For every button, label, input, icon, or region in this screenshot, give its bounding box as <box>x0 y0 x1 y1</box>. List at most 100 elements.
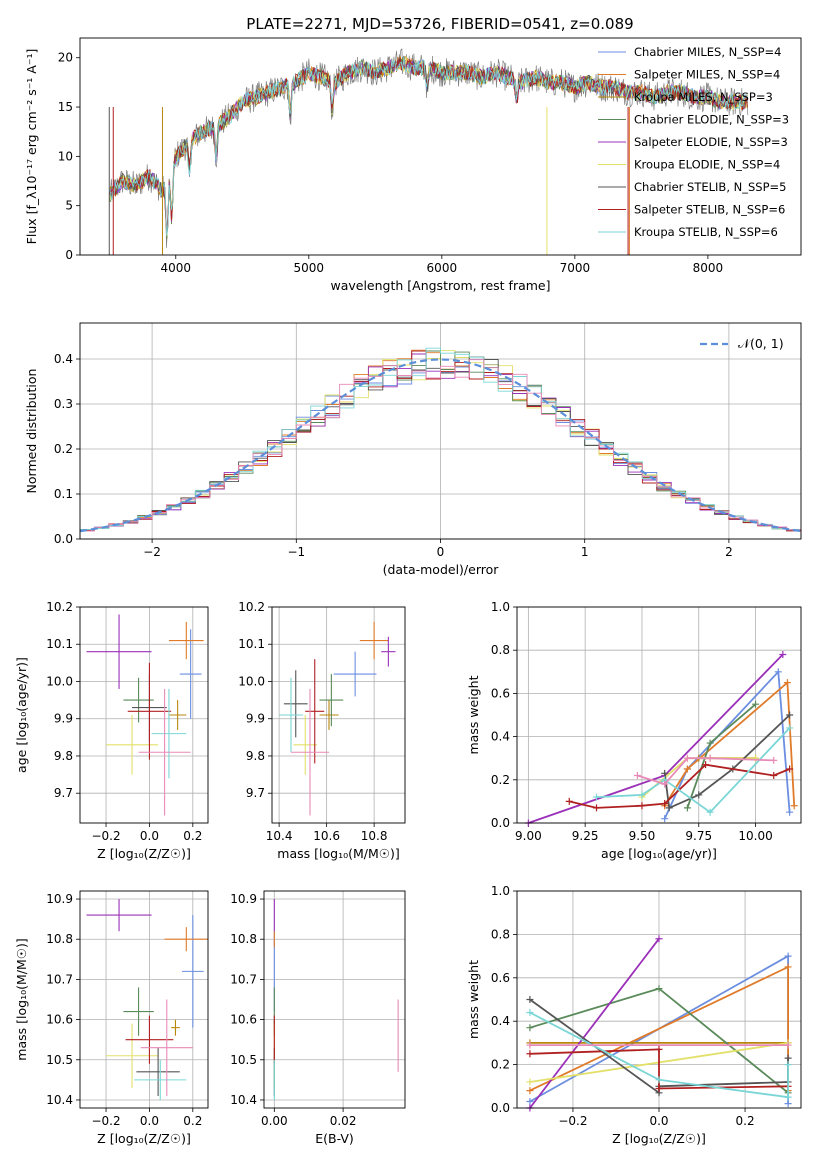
y-tick-label: 0.0 <box>491 1101 510 1115</box>
errorbar-kroupa-miles <box>168 700 187 730</box>
errorbar-chabrier-elodie <box>319 674 344 727</box>
x-tick-label: 0.0 <box>140 829 159 843</box>
plot-area <box>79 347 802 539</box>
y-tick-label: 10.1 <box>238 637 265 651</box>
series-marker <box>695 791 703 799</box>
x-tick-label: 2 <box>725 545 733 559</box>
legend-label: Salpeter MILES, N_SSP=4 <box>634 68 780 82</box>
y-tick-label: 9.9 <box>54 712 73 726</box>
series-marker <box>661 780 669 788</box>
series-marker <box>786 808 794 816</box>
series-chabrier-elodie <box>683 700 760 812</box>
y-tick-label: 10.8 <box>46 932 73 946</box>
errorbar-chabrier-stelib <box>283 670 308 738</box>
x-tick-label: 0.0 <box>649 1114 668 1128</box>
axes-frame <box>79 37 802 256</box>
axes-frame <box>516 606 802 824</box>
y-tick-label: 0.4 <box>491 1014 510 1028</box>
y-tick-label: 1.0 <box>491 884 510 898</box>
series-marker <box>786 765 794 773</box>
x-tick-label: 8000 <box>693 261 724 275</box>
y-tick-label: 5 <box>65 199 73 213</box>
y-tick-label: 10.2 <box>46 600 73 614</box>
y-tick-label: 10.2 <box>238 600 265 614</box>
y-tick-label: 10.6 <box>230 1013 257 1027</box>
y-tick-label: 10.9 <box>46 892 73 906</box>
x-tick-label: 10.00 <box>738 829 772 843</box>
series-marker <box>665 804 673 812</box>
errorbar-pink <box>138 688 191 816</box>
panel-spectrum: 4000 5000 6000 7000 8000 0 5 10 15 20 wavelength [… <box>24 37 802 293</box>
series-marker <box>565 797 573 805</box>
y-tick-label: 10.7 <box>46 972 73 986</box>
y-axis-label: Normed distribution <box>24 369 39 494</box>
axes-frame <box>516 890 802 1109</box>
errorbar-salpeter-stelib <box>125 1015 174 1064</box>
y-axis-label: mass weight <box>466 675 481 754</box>
errorbar-kroupa-miles <box>319 700 339 730</box>
x-tick-label: 0.00 <box>261 1114 288 1128</box>
panel-age_vs_mass: 10.4 10.6 10.8 9.7 9.8 9.9 10.0 10.1 10.2 mass [l… <box>238 600 406 861</box>
y-tick-label: 10.6 <box>46 1013 73 1027</box>
x-tick-label: 7000 <box>560 261 591 275</box>
series-marker <box>790 802 798 810</box>
errorbar-chabrier-miles <box>333 651 377 697</box>
series-marker <box>784 1041 792 1049</box>
series-marker <box>655 935 663 943</box>
series-marker <box>655 985 663 993</box>
series-line <box>529 1048 789 1090</box>
y-tick-label: 0.2 <box>491 1058 510 1072</box>
panel-mass_weight_vs_Z: −0.2 0.0 0.2 0.0 0.2 0.4 0.6 0.8 1.0 Z [log₁₀(Z/Z… <box>466 884 802 1146</box>
x-tick-label: 10.4 <box>266 829 293 843</box>
x-axis-label: age [log₁₀(age/yr)] <box>601 846 717 861</box>
normal-curve <box>79 358 802 533</box>
y-tick-label: 10.0 <box>46 674 73 688</box>
y-tick-label: 20 <box>58 51 73 65</box>
x-tick-label: 5000 <box>294 261 325 275</box>
y-tick-label: 10.5 <box>46 1053 73 1067</box>
axes-frame <box>271 606 406 824</box>
legend-label: Salpeter ELODIE, N_SSP=3 <box>634 135 788 149</box>
y-tick-label: 10.9 <box>230 892 257 906</box>
errorbar-chabrier-elodie <box>123 987 154 1036</box>
series-marker <box>655 1076 663 1084</box>
y-tick-label: 0.2 <box>491 773 510 787</box>
series-marker <box>752 700 760 708</box>
x-tick-label: 10.8 <box>361 829 388 843</box>
y-axis-label: Flux [f_λ10⁻¹⁷ erg cm⁻² s⁻¹ A⁻¹] <box>24 49 39 245</box>
y-tick-label: 9.8 <box>246 749 265 763</box>
panel-age_vs_Z: −0.2 0.0 0.2 9.7 9.8 9.9 10.0 10.1 10.2 Z [log₁₀(… <box>14 600 209 861</box>
errorbar-kroupa-stelib <box>279 677 303 753</box>
series-marker <box>526 1050 534 1058</box>
series-marker <box>706 808 714 816</box>
x-tick-label: −0.2 <box>91 829 120 843</box>
legend-label: 𝒩(0, 1) <box>738 336 784 351</box>
series-marker <box>526 1078 534 1086</box>
x-axis-label: mass [log₁₀(M/M☉)] <box>277 846 399 861</box>
x-axis-label: Z [log₁₀(Z/Z☉)] <box>612 1131 706 1146</box>
x-tick-label: −0.2 <box>91 1114 120 1128</box>
series-marker <box>638 791 646 799</box>
y-tick-label: 0 <box>65 248 73 262</box>
y-tick-label: 0.6 <box>491 686 510 700</box>
errorbar-kroupa-stelib <box>151 688 187 779</box>
axes-frame <box>79 606 209 824</box>
x-tick-label: 9.75 <box>685 829 712 843</box>
series-kroupa-stelib <box>526 1009 792 1101</box>
series-marker <box>783 679 791 687</box>
plot-area <box>86 899 208 1100</box>
y-tick-label: 9.9 <box>246 712 265 726</box>
axes-frame <box>263 890 406 1109</box>
series-marker <box>661 800 669 808</box>
plot-area <box>524 651 798 827</box>
legend-label: Kroupa ELODIE, N_SSP=4 <box>634 158 780 172</box>
legend: 𝒩(0, 1) <box>700 336 784 351</box>
axes-frame <box>79 890 209 1109</box>
series-marker <box>770 771 778 779</box>
series-marker <box>593 793 601 801</box>
y-tick-label: 10 <box>58 149 73 163</box>
axes-frame <box>79 322 802 540</box>
x-axis-label: Z [log₁₀(Z/Z☉)] <box>97 846 191 861</box>
series-marker <box>526 1024 534 1032</box>
x-tick-label: 6000 <box>427 261 458 275</box>
